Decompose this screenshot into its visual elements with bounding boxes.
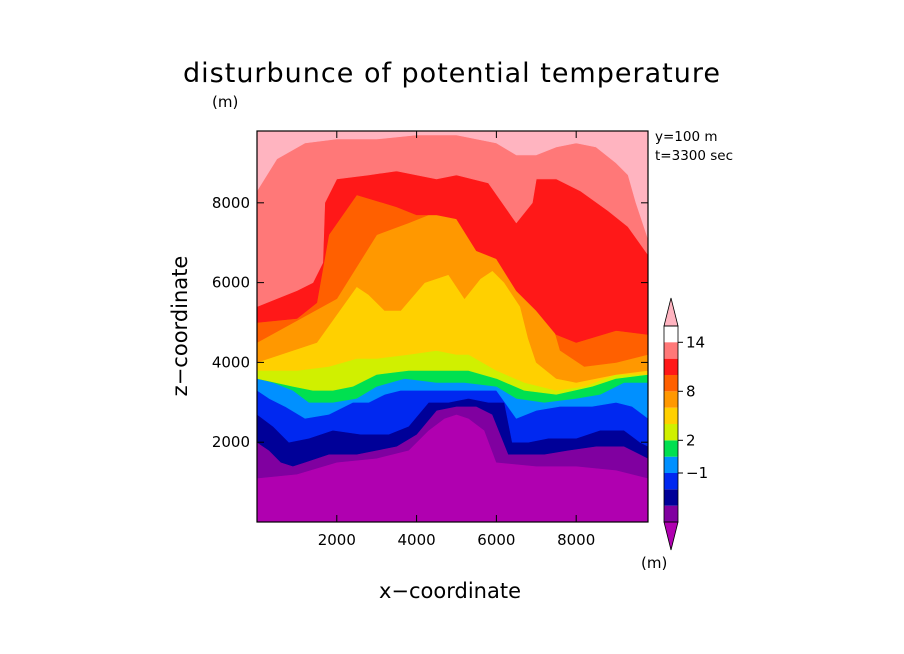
colorbar-band [664,456,678,473]
colorbar-band [664,358,678,375]
colorbar-band [664,407,678,424]
colorbar-band [664,489,678,506]
plot-frame [256,130,649,523]
colorbar-frame [663,325,679,523]
colorbar-band [664,342,678,359]
contour-level-10 [257,131,648,343]
x-tick-label: 8000 [557,531,595,549]
colorbar-label: 2 [686,431,696,449]
colorbar-band [664,505,678,522]
info-y-value: y=100 m [655,129,718,145]
y-tick-label: 4000 [212,353,250,371]
colorbar-band [664,375,678,392]
x-tick-label: 2000 [318,531,356,549]
y-tick-label: 6000 [212,274,250,292]
colorbar-label: 14 [686,333,705,351]
contour-fill-layer [257,131,648,522]
colorbar-band [664,391,678,408]
contour-level-12 [257,131,648,239]
axis-ticks: 2000 4000 6000 8000 2000 4000 6000 8000 [212,131,648,549]
colorbar-band [664,424,678,441]
colorbar: −1 2 8 14 [663,297,708,551]
x-tick-label: 4000 [397,531,435,549]
x-tick-label: 6000 [477,531,515,549]
colorbar-band [664,473,678,490]
title-unit: (m) [212,93,239,111]
y-tick-label: 2000 [212,433,250,451]
y-tick-label: 8000 [212,194,250,212]
colorbar-label: 8 [686,382,696,400]
colorbar-unit: (m) [641,554,668,572]
chart-title: disturbunce of potential temperature [183,58,721,89]
contour-level-11 [257,131,648,307]
info-time-value: t=3300 sec [655,148,734,164]
colorbar-band [664,440,678,457]
x-axis-label: x−coordinate [378,579,522,603]
colorbar-top-arrow [663,297,679,327]
colorbar-bottom-arrow [663,521,679,551]
colorbar-label: −1 [686,464,708,482]
